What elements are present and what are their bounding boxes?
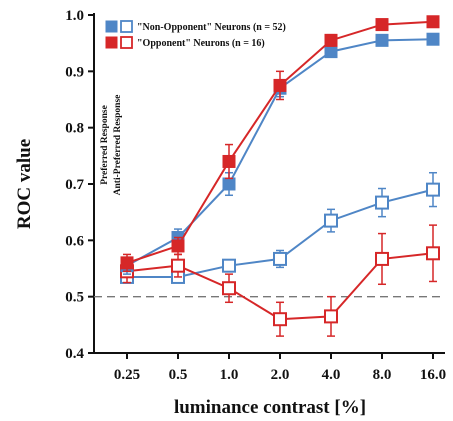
data-point: [222, 258, 236, 273]
x-tick-label: 4.0: [322, 367, 341, 383]
legend-marker-filled: [105, 36, 118, 49]
data-point: [273, 312, 287, 327]
axes: 0.4 0.5 0.6 0.7 0.8 0.9 1.0 0.25 0.5 1.0 2.0 4.0 8.0…: [65, 8, 446, 383]
series-line: [126, 20, 434, 264]
data-point: [375, 33, 389, 47]
x-tick-label: 8.0: [373, 367, 392, 383]
data-point: [273, 251, 287, 266]
y-tick-label: 1.0: [65, 8, 84, 24]
data-point: [426, 246, 440, 261]
data-point: [222, 281, 236, 296]
y-axis-title: ROC value: [14, 139, 35, 229]
data-point: [426, 182, 440, 197]
side-label-anti-preferred: Anti-Preferred Response: [113, 95, 123, 196]
data-point: [171, 258, 185, 273]
legend-label: "Opponent" Neurons (n = 16): [137, 38, 265, 49]
series-layer: [120, 15, 440, 337]
y-tick-label: 0.7: [65, 177, 84, 193]
x-axis-title: luminance contrast [%]: [174, 397, 366, 418]
data-point: [324, 45, 338, 59]
legend-marker-open: [120, 36, 133, 49]
data-point: [426, 32, 440, 46]
data-point: [273, 78, 287, 92]
data-point: [120, 256, 134, 270]
x-tick-label: 2.0: [271, 367, 290, 383]
x-tick-label: 0.25: [114, 367, 140, 383]
data-point: [324, 213, 338, 228]
data-point: [222, 177, 236, 191]
x-tick-label: 16.0: [420, 367, 446, 383]
side-label-preferred: Preferred Response: [100, 105, 110, 185]
data-point: [324, 33, 338, 47]
y-tick-label: 0.6: [65, 233, 84, 249]
data-point: [171, 239, 185, 253]
data-point: [375, 251, 389, 266]
series-non-opponent-preferred: [120, 32, 440, 275]
data-point: [426, 15, 440, 29]
legend-marker-open: [120, 20, 133, 33]
data-point: [324, 309, 338, 324]
y-tick-label: 0.9: [65, 64, 84, 80]
legend-marker-filled: [105, 20, 118, 33]
series-opponent-anti-preferred: [120, 224, 440, 337]
data-point: [375, 195, 389, 210]
legend-label: "Non-Opponent" Neurons (n = 52): [137, 22, 286, 33]
series-opponent-preferred: [120, 15, 440, 273]
y-tick-label: 0.8: [65, 121, 84, 137]
x-tick-label: 1.0: [220, 367, 239, 383]
data-point: [222, 154, 236, 168]
x-tick-label: 0.5: [169, 367, 188, 383]
legend: "Non-Opponent" Neurons (n = 52) "Opponent…: [105, 20, 286, 49]
y-tick-label: 0.5: [65, 290, 84, 306]
y-tick-label: 0.4: [65, 346, 84, 362]
data-point: [375, 18, 389, 32]
